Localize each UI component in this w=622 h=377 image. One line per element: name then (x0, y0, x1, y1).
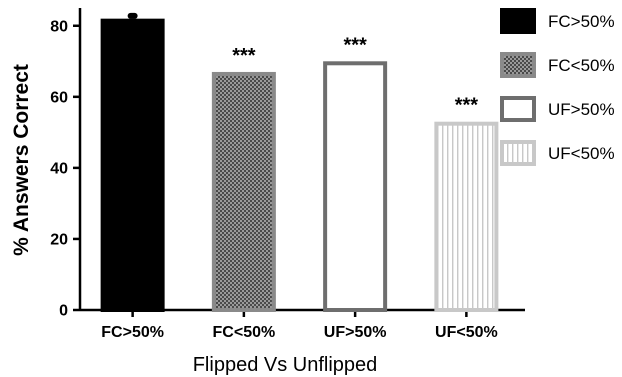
bar-fc-50- (211, 71, 276, 312)
legend-swatch (500, 8, 536, 34)
legend-label: FC>50% (548, 12, 615, 31)
bar-fc-50- (100, 18, 165, 313)
legend-label: UF>50% (548, 100, 615, 119)
y-tick-label: 80 (50, 18, 68, 35)
significance-label: *** (343, 34, 367, 56)
y-tick-label: 20 (50, 231, 68, 248)
legend-label: FC<50% (548, 56, 615, 75)
error-bar (127, 12, 138, 19)
x-axis-title: Flipped Vs Unflipped (193, 354, 378, 376)
y-axis: 0 20 40 60 80 (50, 8, 82, 320)
x-tick-label: FC>50% (101, 324, 164, 341)
x-tick-label: FC<50% (213, 324, 276, 341)
bar-uf-50- (434, 121, 499, 312)
legend-label: UF<50% (548, 144, 615, 163)
x-tick-label: UF>50% (324, 324, 387, 341)
significance-label: *** (455, 95, 479, 117)
legend-swatch (500, 96, 536, 122)
y-tick-label: 40 (50, 160, 68, 177)
bar-uf-50- (323, 61, 388, 313)
x-axis: FC>50% FC<50% UF>50% UF<50% (80, 308, 525, 341)
x-tick-label: UF<50% (435, 324, 498, 341)
legend: FC>50% FC<50% UF>50% UF<50% (500, 8, 615, 166)
y-tick-label: 0 (59, 303, 68, 320)
y-tick-label: 60 (50, 89, 68, 106)
significance-label: *** (232, 45, 256, 67)
legend-swatch (500, 52, 536, 78)
bars-group (100, 12, 499, 313)
significance-annotations: *** *** *** (232, 34, 478, 116)
legend-swatch (500, 140, 536, 166)
y-axis-title: % Answers Correct (10, 64, 33, 256)
